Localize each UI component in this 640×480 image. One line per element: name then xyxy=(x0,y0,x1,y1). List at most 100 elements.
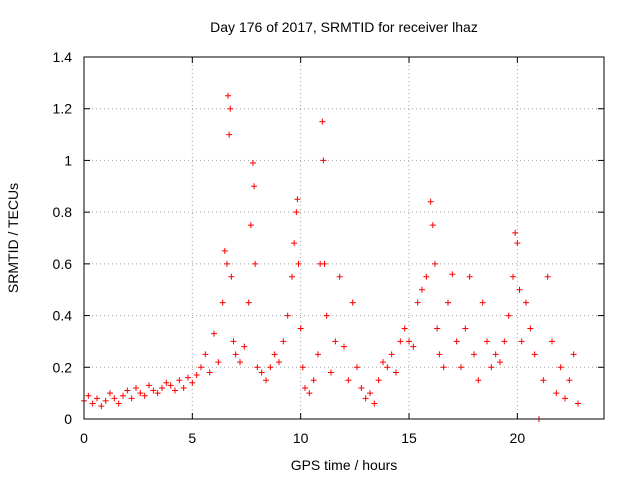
data-point xyxy=(295,260,302,267)
data-point xyxy=(458,364,464,371)
data-point xyxy=(518,338,525,345)
data-point xyxy=(224,260,230,267)
data-point xyxy=(206,369,213,376)
data-point xyxy=(150,387,157,394)
data-point xyxy=(505,312,512,319)
data-point xyxy=(488,364,495,371)
data-point xyxy=(544,273,551,280)
data-point xyxy=(328,369,334,376)
data-point xyxy=(440,364,447,371)
data-point xyxy=(230,338,237,345)
data-point xyxy=(211,330,217,337)
data-point xyxy=(245,299,252,306)
x-tick-labels: 0 5 10 15 20 xyxy=(80,430,525,446)
data-point xyxy=(237,359,243,366)
data-point xyxy=(570,351,577,358)
data-point xyxy=(397,338,404,345)
data-point xyxy=(423,273,430,280)
y-tick-label: 1.4 xyxy=(53,49,73,65)
data-point xyxy=(115,400,122,407)
data-point xyxy=(354,364,360,371)
data-point xyxy=(531,351,538,358)
x-tick-label: 0 xyxy=(80,430,88,446)
data-point xyxy=(276,359,282,366)
data-point xyxy=(221,247,228,254)
data-point xyxy=(185,374,191,381)
data-point xyxy=(527,325,534,332)
data-point xyxy=(419,286,425,293)
data-point xyxy=(341,343,347,350)
data-point xyxy=(406,338,412,345)
data-point xyxy=(219,299,226,306)
data-point xyxy=(306,390,313,397)
data-point xyxy=(98,403,105,410)
data-point xyxy=(124,387,131,394)
data-point xyxy=(492,351,499,358)
data-point xyxy=(137,390,144,397)
data-point xyxy=(475,377,482,384)
y-tick-label: 0.4 xyxy=(53,308,73,324)
data-point xyxy=(380,359,386,366)
data-point xyxy=(471,351,477,358)
x-tick-label: 10 xyxy=(293,430,309,446)
data-point xyxy=(367,390,373,397)
data-point xyxy=(226,131,233,138)
data-point xyxy=(291,240,298,247)
data-point xyxy=(252,260,259,267)
data-point xyxy=(163,379,170,386)
x-tick-label: 20 xyxy=(510,430,526,446)
data-point xyxy=(302,384,308,391)
data-point xyxy=(167,382,174,389)
data-point xyxy=(284,312,291,319)
data-point xyxy=(462,325,469,332)
data-point xyxy=(371,400,378,407)
data-point xyxy=(258,369,265,376)
data-point xyxy=(427,198,434,205)
data-point xyxy=(429,222,436,229)
data-point xyxy=(323,312,330,319)
y-tick-labels: 0 0.2 0.4 0.6 0.8 1 1.2 1.4 xyxy=(53,49,73,427)
data-point xyxy=(388,351,395,358)
data-point xyxy=(310,377,317,384)
data-point xyxy=(516,286,523,293)
data-point xyxy=(434,325,441,332)
data-point xyxy=(549,338,555,345)
data-point xyxy=(267,364,274,371)
data-point xyxy=(320,157,327,164)
data-point xyxy=(436,351,443,358)
data-point xyxy=(250,160,256,167)
data-point xyxy=(133,384,139,391)
data-point xyxy=(562,395,568,402)
data-point xyxy=(514,240,521,247)
data-point xyxy=(414,299,421,306)
data-point xyxy=(89,400,96,407)
data-point xyxy=(289,273,295,280)
data-point xyxy=(172,387,178,394)
data-point xyxy=(176,377,183,384)
y-tick-label: 1 xyxy=(64,152,72,168)
data-point xyxy=(107,390,113,397)
data-point xyxy=(501,338,508,345)
data-point xyxy=(375,377,382,384)
data-point xyxy=(120,392,126,399)
data-point xyxy=(254,364,261,371)
data-point xyxy=(393,369,399,376)
data-point xyxy=(321,260,328,267)
data-point xyxy=(384,364,391,371)
data-point xyxy=(445,299,451,306)
x-axis-title: GPS time / hours xyxy=(291,457,398,473)
data-point xyxy=(575,400,581,407)
y-tick-label: 0.6 xyxy=(53,256,73,272)
x-tick-label: 5 xyxy=(188,430,196,446)
chart-title: Day 176 of 2017, SRMTID for receiver lha… xyxy=(210,19,478,35)
data-point xyxy=(251,183,258,190)
y-tick-label: 0.8 xyxy=(53,204,73,220)
data-point xyxy=(111,395,118,402)
data-point xyxy=(319,118,326,125)
data-point xyxy=(225,92,232,99)
data-point xyxy=(315,351,321,358)
data-point xyxy=(94,395,100,402)
data-point xyxy=(453,338,460,345)
data-point xyxy=(349,299,356,306)
y-tick-label: 0.2 xyxy=(53,359,73,375)
